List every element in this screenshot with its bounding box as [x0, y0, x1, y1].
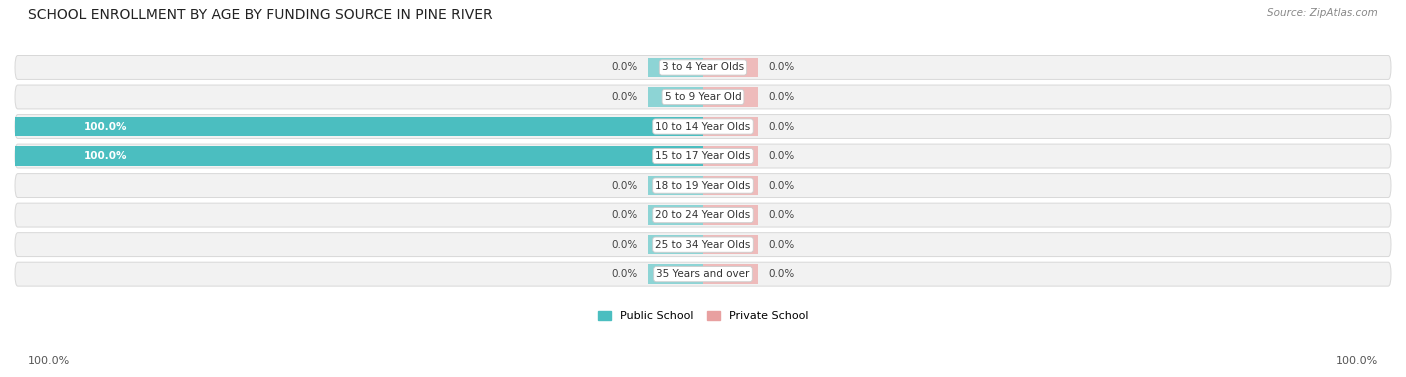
Legend: Public School, Private School: Public School, Private School [593, 307, 813, 326]
Text: 0.0%: 0.0% [612, 269, 638, 279]
Text: 3 to 4 Year Olds: 3 to 4 Year Olds [662, 63, 744, 72]
Text: 0.0%: 0.0% [768, 151, 794, 161]
Bar [648, 176, 703, 195]
Text: 100.0%: 100.0% [84, 121, 128, 132]
Text: 0.0%: 0.0% [768, 63, 794, 72]
Text: 10 to 14 Year Olds: 10 to 14 Year Olds [655, 121, 751, 132]
Bar [703, 117, 758, 136]
FancyBboxPatch shape [15, 144, 1391, 168]
FancyBboxPatch shape [15, 174, 1391, 198]
Bar [15, 117, 703, 136]
FancyBboxPatch shape [15, 203, 1391, 227]
Text: 15 to 17 Year Olds: 15 to 17 Year Olds [655, 151, 751, 161]
Bar [703, 176, 758, 195]
Text: 0.0%: 0.0% [612, 210, 638, 220]
Bar [703, 205, 758, 225]
Text: 0.0%: 0.0% [768, 121, 794, 132]
Bar [648, 264, 703, 284]
Text: 0.0%: 0.0% [768, 240, 794, 250]
Bar [703, 235, 758, 254]
FancyBboxPatch shape [15, 262, 1391, 286]
Bar [648, 205, 703, 225]
Text: 100.0%: 100.0% [1336, 356, 1378, 366]
Bar [648, 87, 703, 107]
Text: 25 to 34 Year Olds: 25 to 34 Year Olds [655, 240, 751, 250]
Text: 100.0%: 100.0% [28, 356, 70, 366]
Text: 0.0%: 0.0% [612, 92, 638, 102]
Text: 0.0%: 0.0% [612, 181, 638, 190]
Text: 18 to 19 Year Olds: 18 to 19 Year Olds [655, 181, 751, 190]
Text: 0.0%: 0.0% [768, 92, 794, 102]
Text: 0.0%: 0.0% [612, 63, 638, 72]
Bar [648, 235, 703, 254]
FancyBboxPatch shape [15, 115, 1391, 138]
Text: 5 to 9 Year Old: 5 to 9 Year Old [665, 92, 741, 102]
Text: SCHOOL ENROLLMENT BY AGE BY FUNDING SOURCE IN PINE RIVER: SCHOOL ENROLLMENT BY AGE BY FUNDING SOUR… [28, 8, 492, 21]
FancyBboxPatch shape [15, 55, 1391, 80]
Text: 0.0%: 0.0% [612, 240, 638, 250]
Bar [703, 58, 758, 77]
Text: 0.0%: 0.0% [768, 210, 794, 220]
Text: Source: ZipAtlas.com: Source: ZipAtlas.com [1267, 8, 1378, 18]
Text: 35 Years and over: 35 Years and over [657, 269, 749, 279]
Bar [648, 58, 703, 77]
Text: 0.0%: 0.0% [768, 181, 794, 190]
FancyBboxPatch shape [15, 233, 1391, 257]
Text: 0.0%: 0.0% [768, 269, 794, 279]
Bar [703, 146, 758, 166]
Bar [703, 87, 758, 107]
Bar [703, 264, 758, 284]
Bar [15, 146, 703, 166]
Text: 20 to 24 Year Olds: 20 to 24 Year Olds [655, 210, 751, 220]
FancyBboxPatch shape [15, 85, 1391, 109]
Text: 100.0%: 100.0% [84, 151, 128, 161]
